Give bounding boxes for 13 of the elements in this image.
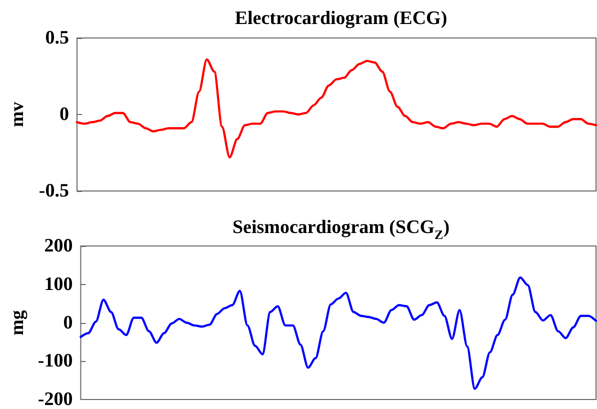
y-tick-label: 0.5 — [45, 28, 69, 48]
y-tick-label: 200 — [44, 236, 73, 256]
y-tick-label: -100 — [38, 350, 73, 372]
chart-title: Electrocardiogram (ECG) — [234, 8, 448, 29]
y-tick-label: -200 — [38, 389, 73, 409]
y-tick-label: 0 — [60, 104, 69, 125]
y-tick-label: 100 — [44, 274, 73, 295]
y-axis-title: mv — [7, 101, 28, 128]
line-series — [76, 58, 597, 158]
y-tick-label: -0.5 — [38, 180, 69, 202]
y-axis-title: mg — [7, 310, 28, 336]
line-series — [80, 276, 597, 390]
y-tick-label: 0 — [63, 312, 73, 334]
